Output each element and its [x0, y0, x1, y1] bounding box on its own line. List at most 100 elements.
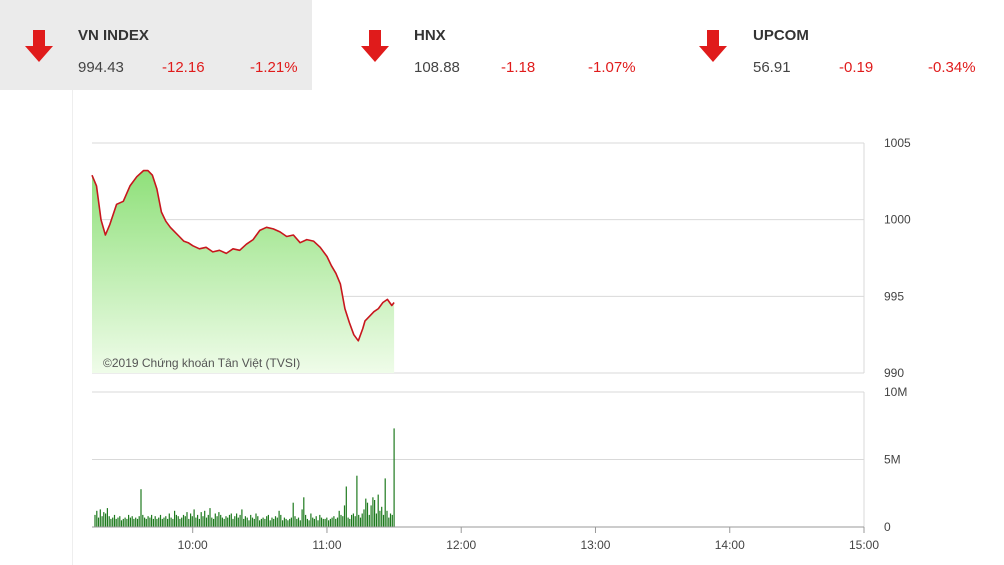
time-tick-label: 14:00: [715, 538, 745, 552]
volume-bar: [135, 517, 137, 527]
volume-bar: [181, 517, 183, 527]
volume-bar: [255, 513, 257, 527]
volume-bar: [223, 518, 225, 527]
volume-bar: [211, 517, 213, 527]
volume-bar: [97, 517, 100, 527]
volume-bar: [310, 513, 312, 527]
volume-bar: [163, 517, 165, 527]
ticker-price: 56.91: [753, 59, 791, 76]
down-arrow-icon: [699, 30, 727, 62]
index-ticker-bar: VN INDEX 994.43 -12.16 -1.21% HNX 108.88…: [0, 0, 1004, 90]
volume-bar: [230, 513, 232, 527]
volume-bar: [388, 517, 390, 527]
volume-bar: [257, 516, 259, 527]
volume-bar: [368, 514, 370, 527]
volume-bar: [253, 518, 255, 527]
volume-bar: [290, 517, 292, 527]
volume-bar: [175, 514, 177, 527]
volume-bar: [377, 494, 379, 527]
volume-bar: [239, 514, 241, 527]
volume-bar: [237, 517, 239, 527]
volume-bar: [152, 518, 154, 527]
volume-bar: [280, 514, 282, 527]
volume-bar: [274, 516, 277, 527]
volume-bar: [361, 513, 363, 527]
volume-bar: [216, 516, 218, 527]
volume-bar: [370, 505, 372, 527]
volume-panel: 10M 5M 0: [92, 385, 907, 534]
volume-bar: [343, 505, 346, 527]
price-panel: 1005 1000 995 990 ©2019 Chứng khoán Tân Việ…: [91, 136, 911, 380]
volume-tick-label: 5M: [884, 453, 901, 467]
volume-bar: [158, 517, 160, 527]
volume-bar: [349, 518, 351, 527]
volume-bar: [296, 518, 298, 527]
volume-bar: [202, 516, 204, 527]
time-tick-label: 15:00: [849, 538, 879, 552]
volume-bar: [165, 516, 167, 527]
volume-bar: [138, 516, 140, 527]
volume-bar: [154, 516, 156, 527]
time-tick-label: 13:00: [580, 538, 610, 552]
ticker-percent: -1.21%: [250, 59, 298, 76]
volume-bar: [136, 518, 139, 527]
price-tick-label: 995: [884, 289, 904, 303]
volume-bar: [120, 520, 123, 528]
volume-bar: [186, 512, 188, 527]
ticker-name: HNX: [414, 27, 446, 44]
volume-bar: [124, 517, 126, 527]
chart-watermark: ©2019 Chứng khoán Tân Việt (TVSI): [103, 356, 300, 370]
volume-bar: [147, 516, 149, 527]
volume-bar: [207, 514, 209, 527]
volume-bar: [145, 518, 147, 527]
volume-bar: [113, 514, 116, 527]
volume-bar: [131, 516, 133, 527]
price-area: [92, 170, 395, 373]
volume-bar: [324, 518, 326, 527]
volume-bar: [200, 512, 202, 527]
volume-bar: [305, 514, 307, 527]
ticker-name: UPCOM: [753, 27, 809, 44]
volume-bar: [336, 517, 339, 527]
volume-bar: [271, 517, 273, 527]
volume-bar: [159, 514, 162, 527]
volume-bar: [329, 518, 331, 527]
volume-bar: [250, 514, 252, 527]
volume-tick-label: 10M: [884, 385, 907, 399]
volume-bar: [205, 517, 208, 527]
volume-bar: [282, 520, 284, 528]
volume-bar: [234, 516, 236, 527]
volume-bar: [236, 513, 238, 527]
volume-bar: [140, 489, 142, 527]
volume-bar: [264, 518, 266, 527]
volume-bar: [151, 514, 153, 527]
ticker-price: 108.88: [414, 59, 460, 76]
volume-bar: [232, 518, 234, 527]
volume-bar: [267, 514, 269, 527]
ticker-vn-index[interactable]: VN INDEX 994.43 -12.16 -1.21%: [0, 0, 312, 90]
volume-bar: [297, 517, 300, 527]
volume-bar: [220, 514, 222, 527]
volume-bar: [110, 518, 112, 527]
ticker-hnx[interactable]: HNX 108.88 -1.18 -1.07%: [312, 0, 650, 90]
ticker-percent: -0.34%: [928, 59, 976, 76]
down-arrow-icon: [361, 30, 389, 62]
price-axis: 1005 1000 995 990: [884, 136, 911, 380]
volume-bar: [129, 517, 131, 527]
volume-bar: [191, 516, 193, 527]
volume-bar: [335, 518, 337, 527]
ticker-upcom[interactable]: UPCOM 56.91 -0.19 -0.34%: [650, 0, 1004, 90]
price-tick-label: 1005: [884, 136, 911, 150]
volume-bar: [117, 517, 119, 527]
volume-bar: [342, 516, 344, 527]
volume-bar: [156, 518, 158, 527]
price-line: [91, 169, 395, 342]
ticker-price: 994.43: [78, 59, 124, 76]
volume-bar: [386, 510, 388, 527]
volume-bar: [303, 497, 305, 527]
volume-bar: [119, 516, 121, 527]
volume-bar: [149, 517, 151, 527]
volume-bar: [372, 497, 374, 527]
volume-bar: [221, 517, 223, 527]
volume-bar: [227, 517, 229, 527]
